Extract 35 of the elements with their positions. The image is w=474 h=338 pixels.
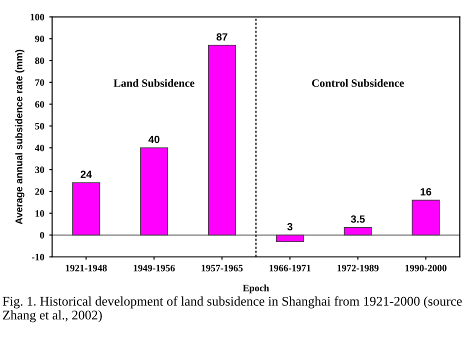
y-tick-label: 20 [35,188,44,195]
y-tick-label: 90 [35,36,44,42]
y-tick-label: 40 [34,144,44,152]
data-label: 16 [420,188,432,196]
x-tick-label: 1949-1956 [134,264,175,272]
y-tick-label: 0 [40,232,44,239]
y-tick-label: 60 [35,101,44,108]
annotation: Land Subsidence [114,79,194,87]
data-label: 3 [287,223,292,230]
y-tick-label: 30 [35,166,44,174]
y-tick-label: 70 [35,79,44,86]
bar [208,44,236,236]
x-tick-label: 1921-1948 [66,264,107,272]
y-tick-label: 50 [35,122,44,130]
y-tick-label: -10 [32,254,44,260]
y-tick-label: 80 [35,57,44,64]
bar [344,227,372,236]
bar [412,200,440,236]
x-axis-title: Epoch [242,284,270,294]
caption: Fig. 1. Historical development of land subsidence in Shanghai from 1921-2000 (source Zhang et al., 2002) [2,296,462,322]
x-tick-label: 1957-1965 [202,264,243,272]
bar [276,234,304,242]
data-label: 87 [216,33,228,41]
y-tick-label: 10 [36,210,44,217]
x-tick-label: 1990-2000 [406,264,447,272]
data-label: 3.5 [350,215,365,223]
bar [72,182,100,236]
data-label: 40 [148,136,160,144]
x-tick-label: 1972-1989 [338,264,379,272]
bar [140,147,168,236]
x-tick-label: 1966-1971 [270,264,310,272]
y-axis-title: Average annual subsidence rate (mm) [15,50,24,224]
y-tick-label: 100 [30,14,44,20]
data-label: 24 [80,170,92,178]
annotation: Control Subsidence [312,79,404,87]
